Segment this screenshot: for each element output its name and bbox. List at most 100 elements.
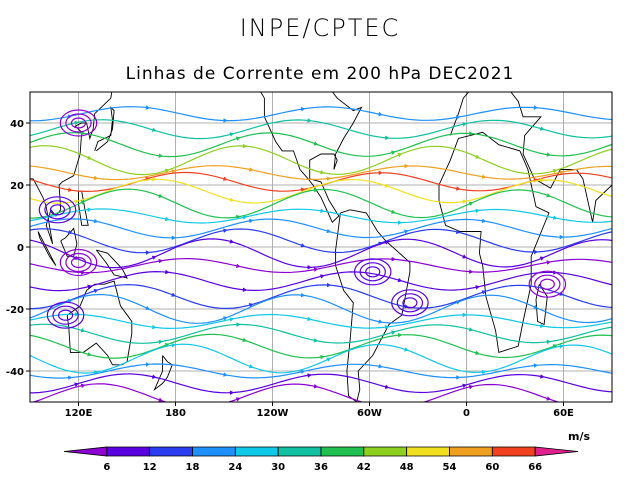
colorbar-swatch bbox=[363, 446, 408, 457]
streamline-arrow bbox=[313, 383, 319, 389]
colorbar-label: 24 bbox=[228, 462, 242, 473]
vortex-streamline bbox=[59, 248, 98, 277]
streamline-arrow bbox=[320, 169, 325, 175]
streamline-arrow bbox=[391, 256, 396, 262]
streamline-arrow bbox=[87, 155, 92, 160]
streamline-arrow bbox=[552, 215, 558, 220]
colorbar-label: 18 bbox=[186, 462, 200, 473]
streamline-arrow bbox=[236, 214, 241, 220]
streamline-arrow bbox=[326, 357, 332, 362]
streamline-arrow bbox=[171, 235, 177, 241]
vortex-streamline bbox=[353, 258, 392, 286]
streamlines bbox=[30, 105, 612, 402]
streamline-arrow bbox=[300, 292, 306, 298]
streamline-arrow bbox=[533, 363, 539, 368]
streamline bbox=[30, 343, 612, 374]
vortex-streamline bbox=[70, 256, 87, 269]
vortex-streamline bbox=[46, 301, 85, 329]
colorbar-swatch bbox=[449, 446, 493, 457]
x-tick-label: 60W bbox=[357, 408, 382, 419]
streamline-arrow bbox=[384, 240, 390, 245]
streamline-arrow bbox=[151, 255, 157, 260]
streamline-arrow bbox=[391, 330, 396, 335]
streamline-arrow bbox=[171, 342, 177, 348]
streamline-arrow bbox=[145, 305, 151, 310]
streamline-arrow bbox=[559, 170, 565, 175]
y-axis-ticks: 40 20 0 -20 -40 bbox=[6, 119, 30, 378]
coastline bbox=[94, 106, 115, 152]
y-tick-label: 0 bbox=[17, 243, 24, 254]
coastline bbox=[370, 61, 402, 77]
streamline-arrow bbox=[533, 304, 539, 309]
coastline bbox=[30, 92, 113, 245]
streamline-arrow bbox=[384, 135, 390, 141]
streamline-arrow bbox=[171, 292, 176, 297]
coastline bbox=[260, 92, 363, 223]
streamline-arrow bbox=[313, 337, 319, 343]
streamline-arrow bbox=[248, 218, 254, 224]
streamline-arrow bbox=[539, 126, 545, 131]
streamline-arrow bbox=[539, 374, 545, 379]
vortex-streamline bbox=[70, 117, 87, 129]
streamline-arrow bbox=[391, 209, 396, 214]
streamline-arrow bbox=[462, 199, 468, 204]
streamline-arrow bbox=[533, 249, 539, 255]
streamline-arrow bbox=[80, 383, 86, 389]
streamline-arrow bbox=[397, 152, 403, 158]
streamline-arrow bbox=[164, 342, 170, 348]
streamline-arrow bbox=[300, 242, 306, 248]
streamline-arrow bbox=[469, 131, 474, 136]
streamline-arrow bbox=[313, 267, 319, 272]
streamline bbox=[30, 323, 612, 344]
colorbar-label: 48 bbox=[400, 462, 414, 473]
streamline-arrow bbox=[320, 354, 325, 360]
streamline-arrow bbox=[404, 163, 409, 169]
streamline-arrow bbox=[74, 312, 80, 317]
colorbar-swatch bbox=[277, 446, 322, 457]
streamline-arrow bbox=[236, 322, 241, 327]
x-tick-label: 0 bbox=[463, 408, 470, 419]
streamline-arrow bbox=[540, 178, 545, 183]
streamline-arrow bbox=[481, 174, 487, 179]
x-tick-label: 120W bbox=[257, 408, 289, 419]
streamline bbox=[30, 106, 612, 122]
streamline bbox=[30, 178, 612, 204]
streamline-arrow bbox=[397, 332, 403, 338]
streamline-arrow bbox=[313, 187, 319, 193]
streamline-arrow bbox=[546, 260, 552, 265]
vortex-streamline bbox=[38, 196, 77, 224]
vortex-streamline bbox=[528, 270, 567, 298]
coastline bbox=[335, 209, 411, 402]
streamline bbox=[30, 293, 612, 324]
map-title: Linhas de Corrente em 200 hPa DEC2021 bbox=[125, 64, 515, 84]
streamline-arrow bbox=[481, 218, 487, 224]
coastline bbox=[449, 92, 612, 223]
streamline-arrow bbox=[540, 323, 545, 329]
streamline-arrow bbox=[222, 176, 228, 181]
streamline-arrow bbox=[306, 187, 312, 192]
y-tick-label: -20 bbox=[6, 305, 24, 316]
streamline-arrow bbox=[158, 339, 164, 345]
vortex-streamline bbox=[365, 266, 381, 278]
streamline-arrow bbox=[539, 256, 545, 261]
streamline-arrow bbox=[235, 263, 241, 269]
vortex-streamline bbox=[44, 200, 71, 220]
streamline-arrow bbox=[326, 176, 332, 182]
streamline-arrow bbox=[145, 105, 151, 110]
streamline-arrow bbox=[307, 264, 312, 270]
vortex-streamline bbox=[59, 109, 98, 137]
coastline bbox=[153, 355, 173, 392]
y-tick-label: -40 bbox=[6, 367, 24, 378]
streamline-arrow bbox=[378, 111, 383, 117]
streamline-arrow bbox=[80, 200, 86, 205]
streamline-arrow bbox=[391, 150, 396, 155]
colorbar: 6 12 18 24 30 36 42 48 54 60 66 bbox=[63, 446, 579, 473]
coastline bbox=[66, 280, 133, 366]
streamline bbox=[30, 313, 612, 330]
streamline-arrow bbox=[481, 369, 487, 375]
x-tick-label: 60E bbox=[553, 408, 574, 419]
vortex-streamline bbox=[49, 204, 66, 216]
streamline-arrow bbox=[546, 396, 552, 401]
streamline-arrow bbox=[74, 120, 80, 126]
streamline bbox=[30, 132, 612, 158]
